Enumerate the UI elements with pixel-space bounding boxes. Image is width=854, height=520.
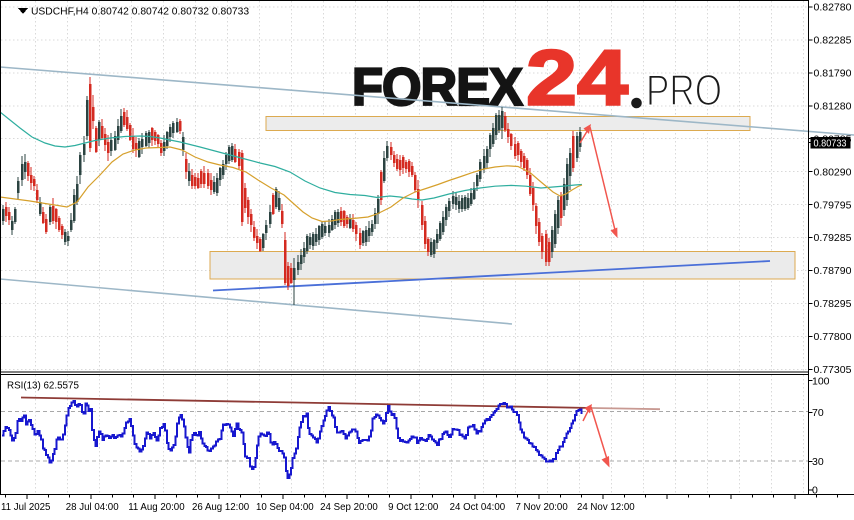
svg-text:0.80733: 0.80733 xyxy=(814,138,847,149)
svg-text:11 Aug 20:00: 11 Aug 20:00 xyxy=(128,502,185,513)
svg-text:0.79285: 0.79285 xyxy=(814,232,852,244)
svg-text:0: 0 xyxy=(812,485,818,497)
svg-text:0.79795: 0.79795 xyxy=(814,199,852,211)
svg-text:10 Sep 04:00: 10 Sep 04:00 xyxy=(256,502,314,513)
svg-text:28 Jul 04:00: 28 Jul 04:00 xyxy=(66,502,119,513)
svg-text:0.80290: 0.80290 xyxy=(814,166,852,178)
svg-text:24 Nov 12:00: 24 Nov 12:00 xyxy=(577,502,635,513)
svg-text:100: 100 xyxy=(812,375,830,387)
svg-text:RSI(13) 62.5575: RSI(13) 62.5575 xyxy=(7,381,79,392)
svg-text:FOREX: FOREX xyxy=(352,58,523,117)
svg-text:11 Jul 2025: 11 Jul 2025 xyxy=(1,502,50,513)
svg-text:0.82780: 0.82780 xyxy=(814,2,852,14)
svg-text:0.77305: 0.77305 xyxy=(814,364,852,376)
svg-text:7 Nov 20:00: 7 Nov 20:00 xyxy=(515,502,568,513)
svg-text:24: 24 xyxy=(526,34,628,122)
svg-text:26 Aug 12:00: 26 Aug 12:00 xyxy=(192,502,250,513)
svg-text:0.77800: 0.77800 xyxy=(814,331,852,343)
svg-text:24 Sep 20:00: 24 Sep 20:00 xyxy=(320,502,378,513)
svg-text:PRO: PRO xyxy=(646,66,722,115)
svg-text:0.78790: 0.78790 xyxy=(814,265,852,277)
svg-text:USDCHF,H4 0.80742 0.80742 0.8: USDCHF,H4 0.80742 0.80742 0.80732 0.8073… xyxy=(31,6,249,17)
svg-text:0.82285: 0.82285 xyxy=(814,35,852,47)
svg-text:9 Oct 12:00: 9 Oct 12:00 xyxy=(388,502,439,513)
svg-text:0.81280: 0.81280 xyxy=(814,101,852,113)
svg-text:24 Oct 04:00: 24 Oct 04:00 xyxy=(450,502,506,513)
svg-text:30: 30 xyxy=(812,456,824,468)
svg-text:0.81790: 0.81790 xyxy=(814,68,852,80)
svg-text:70: 70 xyxy=(812,407,824,419)
svg-text:0.78295: 0.78295 xyxy=(814,298,852,310)
